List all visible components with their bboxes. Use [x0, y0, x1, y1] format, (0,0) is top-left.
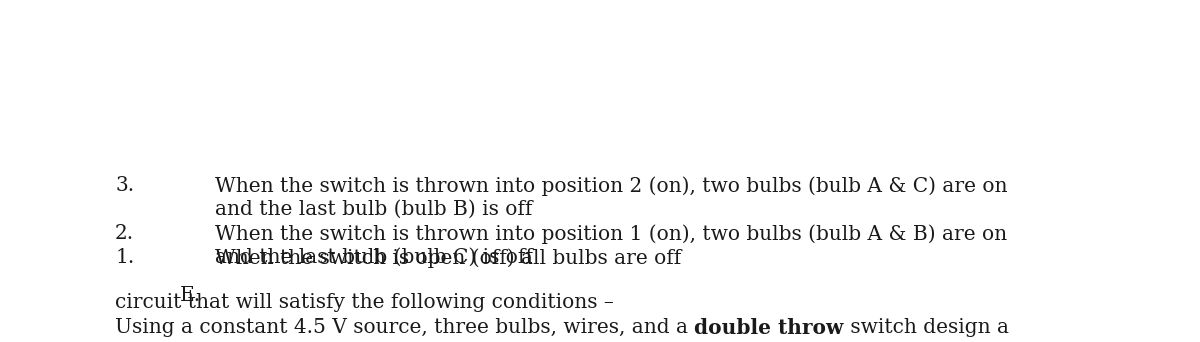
Text: circuit that will satisfy the following conditions –: circuit that will satisfy the following … — [115, 293, 614, 312]
Text: 3.: 3. — [115, 176, 134, 195]
Text: When the switch is thrown into position 1 (on), two bulbs (bulb A & B) are on: When the switch is thrown into position … — [215, 224, 1007, 244]
Text: 1.: 1. — [115, 248, 134, 267]
Text: and the last bulb (bulb B) is off: and the last bulb (bulb B) is off — [215, 200, 533, 219]
Text: Using a constant 4.5 V source, three bulbs, wires, and a: Using a constant 4.5 V source, three bul… — [115, 318, 695, 337]
Text: When the switch is thrown into position 2 (on), two bulbs (bulb A & C) are on: When the switch is thrown into position … — [215, 176, 1008, 196]
Text: 2.: 2. — [115, 224, 134, 243]
Text: E.: E. — [180, 286, 200, 305]
Text: switch design a: switch design a — [844, 318, 1009, 337]
Text: When the switch is open (off) all bulbs are off: When the switch is open (off) all bulbs … — [215, 248, 682, 268]
Text: and the last bulb (bulb C) is off: and the last bulb (bulb C) is off — [215, 248, 533, 267]
Text: double throw: double throw — [695, 318, 844, 338]
